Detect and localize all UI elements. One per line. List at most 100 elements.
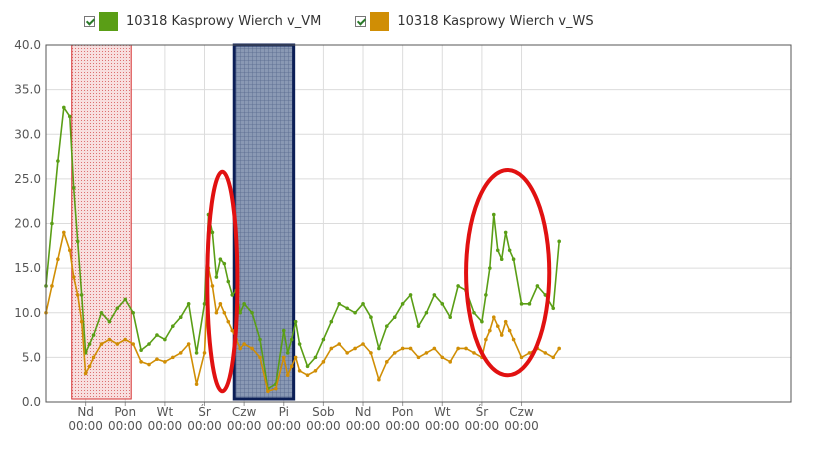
data-point-vm bbox=[329, 319, 334, 324]
legend-checkbox-vm[interactable] bbox=[84, 15, 95, 27]
data-point-ws bbox=[345, 351, 349, 355]
data-point-ws bbox=[507, 328, 512, 333]
data-point-ws bbox=[377, 377, 381, 382]
x-tick-time-label: 00:00 bbox=[425, 419, 460, 433]
data-point-vm bbox=[361, 302, 365, 306]
data-point-vm bbox=[194, 351, 199, 355]
data-point-vm bbox=[131, 310, 135, 315]
x-tick-day-label: Sob bbox=[312, 405, 335, 419]
x-tick-day-label: Czw bbox=[509, 405, 534, 419]
data-point-vm bbox=[557, 239, 561, 244]
x-tick-time-label: 00:00 bbox=[504, 419, 539, 433]
data-point-ws bbox=[50, 284, 54, 288]
x-tick-time-label: 00:00 bbox=[306, 419, 341, 433]
data-point-vm bbox=[238, 310, 242, 315]
x-tick-day-label: Wt bbox=[157, 405, 174, 419]
data-point-vm bbox=[392, 315, 397, 320]
data-point-ws bbox=[424, 351, 429, 355]
shaded-region-red-hatched bbox=[71, 44, 132, 400]
data-point-vm bbox=[400, 302, 405, 306]
data-point-ws bbox=[400, 346, 405, 351]
y-tick-label: 5.0 bbox=[22, 350, 41, 364]
data-point-vm bbox=[289, 337, 294, 342]
data-point-vm bbox=[503, 230, 508, 235]
x-tick-day-label: Nd bbox=[355, 405, 372, 419]
data-point-vm bbox=[218, 257, 223, 262]
data-point-ws bbox=[361, 342, 365, 346]
data-point-vm bbox=[456, 284, 460, 288]
annotation-ellipse bbox=[205, 169, 240, 394]
data-point-vm bbox=[321, 337, 326, 342]
data-point-vm bbox=[230, 293, 235, 297]
data-point-ws bbox=[511, 337, 516, 342]
data-point-vm bbox=[107, 319, 112, 324]
x-tick-time-label: 00:00 bbox=[227, 419, 262, 433]
data-point-vm bbox=[424, 310, 429, 315]
x-tick-time-label: 00:00 bbox=[385, 419, 420, 433]
data-point-vm bbox=[210, 230, 215, 235]
data-point-vm bbox=[543, 293, 548, 297]
legend-item-vm[interactable]: 10318 Kasprowy Wierch v_VM bbox=[84, 11, 322, 31]
data-point-vm bbox=[369, 315, 373, 320]
data-point-vm bbox=[99, 310, 104, 315]
data-point-ws bbox=[329, 346, 334, 351]
data-point-vm bbox=[535, 284, 540, 288]
data-point-vm bbox=[285, 351, 290, 355]
data-point-vm bbox=[214, 275, 219, 279]
data-point-ws bbox=[107, 337, 112, 342]
data-point-vm bbox=[186, 302, 191, 306]
data-point-ws bbox=[99, 342, 104, 346]
legend-checkbox-ws[interactable] bbox=[355, 15, 367, 27]
data-point-vm bbox=[123, 297, 128, 302]
data-point-vm bbox=[511, 257, 516, 262]
annotation-ellipse bbox=[464, 167, 552, 378]
data-point-ws bbox=[472, 351, 476, 355]
x-tick-day-label: Pon bbox=[392, 405, 414, 419]
data-point-ws bbox=[495, 324, 500, 328]
data-point-vm bbox=[75, 239, 80, 244]
data-point-ws bbox=[416, 355, 421, 360]
data-point-ws bbox=[392, 351, 397, 355]
data-point-vm bbox=[115, 306, 120, 311]
data-point-ws bbox=[305, 373, 310, 378]
legend-item-ws[interactable]: 10318 Kasprowy Wierch v_WS bbox=[355, 11, 594, 31]
data-point-vm bbox=[67, 114, 72, 119]
data-point-vm bbox=[345, 306, 349, 311]
data-point-ws bbox=[557, 346, 561, 351]
data-point-vm bbox=[480, 319, 484, 324]
data-point-ws bbox=[488, 328, 492, 333]
data-point-vm bbox=[91, 333, 96, 337]
data-point-vm bbox=[202, 302, 207, 306]
data-point-vm bbox=[171, 324, 175, 328]
x-tick-time-label: 00:00 bbox=[187, 419, 222, 433]
data-point-ws bbox=[67, 248, 72, 253]
data-point-vm bbox=[408, 293, 413, 297]
y-tick-label: 30.0 bbox=[14, 127, 41, 141]
data-point-vm bbox=[440, 302, 445, 306]
data-point-vm bbox=[155, 333, 159, 337]
data-point-vm bbox=[281, 328, 286, 333]
legend-swatch-vm bbox=[99, 11, 118, 31]
data-point-ws bbox=[155, 357, 159, 361]
data-point-ws bbox=[230, 328, 235, 333]
data-point-ws bbox=[464, 346, 468, 351]
data-point-vm bbox=[377, 346, 381, 351]
data-point-vm bbox=[147, 342, 151, 346]
data-point-ws bbox=[194, 382, 199, 386]
legend-label-ws: 10318 Kasprowy Wierch v_WS bbox=[397, 13, 594, 29]
data-point-ws bbox=[139, 360, 143, 364]
data-point-ws bbox=[171, 355, 175, 360]
data-point-ws bbox=[432, 346, 437, 351]
data-point-ws bbox=[491, 315, 496, 320]
legend-label-vm: 10318 Kasprowy Wierch v_VM bbox=[126, 13, 322, 29]
data-point-vm bbox=[495, 248, 500, 253]
data-point-ws bbox=[448, 360, 453, 364]
data-point-ws bbox=[226, 319, 231, 324]
data-point-ws bbox=[440, 355, 445, 360]
data-point-vm bbox=[507, 248, 512, 253]
data-point-vm bbox=[163, 337, 167, 342]
x-tick-time-label: 00:00 bbox=[266, 419, 301, 433]
data-point-ws bbox=[56, 257, 60, 262]
data-point-vm bbox=[313, 355, 318, 360]
